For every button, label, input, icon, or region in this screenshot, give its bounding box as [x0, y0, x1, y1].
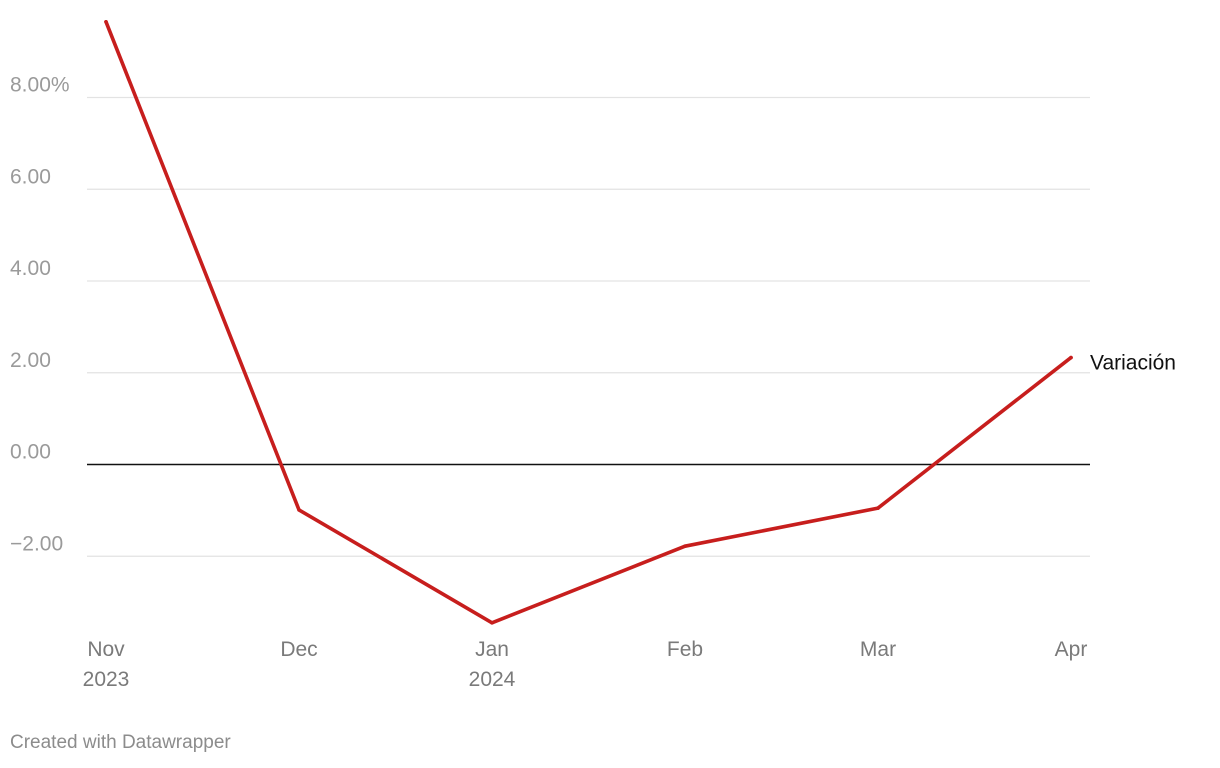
data-point — [490, 620, 494, 625]
y-tick-label: 2.00 — [10, 349, 51, 372]
x-axis-tick-labels: Nov 2023 Dec Jan 2024 Feb Mar Apr — [83, 638, 1088, 691]
series-line — [104, 19, 1073, 625]
x-tick-year-label: 2024 — [469, 668, 516, 691]
data-point — [297, 508, 301, 512]
y-tick-label: 8.00% — [10, 74, 70, 97]
data-point — [683, 544, 687, 548]
x-tick-year-label: 2023 — [83, 668, 130, 691]
data-point — [1069, 355, 1073, 360]
series-layer: Variación — [104, 19, 1176, 625]
x-tick-label: Mar — [860, 638, 896, 661]
x-tick-label: Feb — [667, 638, 703, 661]
footer-credit: Created with Datawrapper — [10, 732, 231, 753]
x-tick-label: Nov — [87, 638, 125, 661]
data-point — [104, 20, 108, 24]
y-axis-tick-labels: −2.00 0.00 2.00 4.00 6.00 8.00% — [10, 74, 70, 556]
y-tick-label: 6.00 — [10, 165, 51, 188]
series-label: Variación — [1090, 352, 1176, 375]
y-tick-label: −2.00 — [10, 532, 63, 555]
x-tick-label: Dec — [280, 638, 317, 661]
y-tick-label: 4.00 — [10, 257, 51, 280]
y-tick-label: 0.00 — [10, 441, 51, 464]
gridlines — [87, 96, 1090, 557]
x-tick-label: Jan — [475, 638, 509, 661]
x-tick-label: Apr — [1055, 638, 1088, 661]
data-point — [876, 506, 880, 510]
